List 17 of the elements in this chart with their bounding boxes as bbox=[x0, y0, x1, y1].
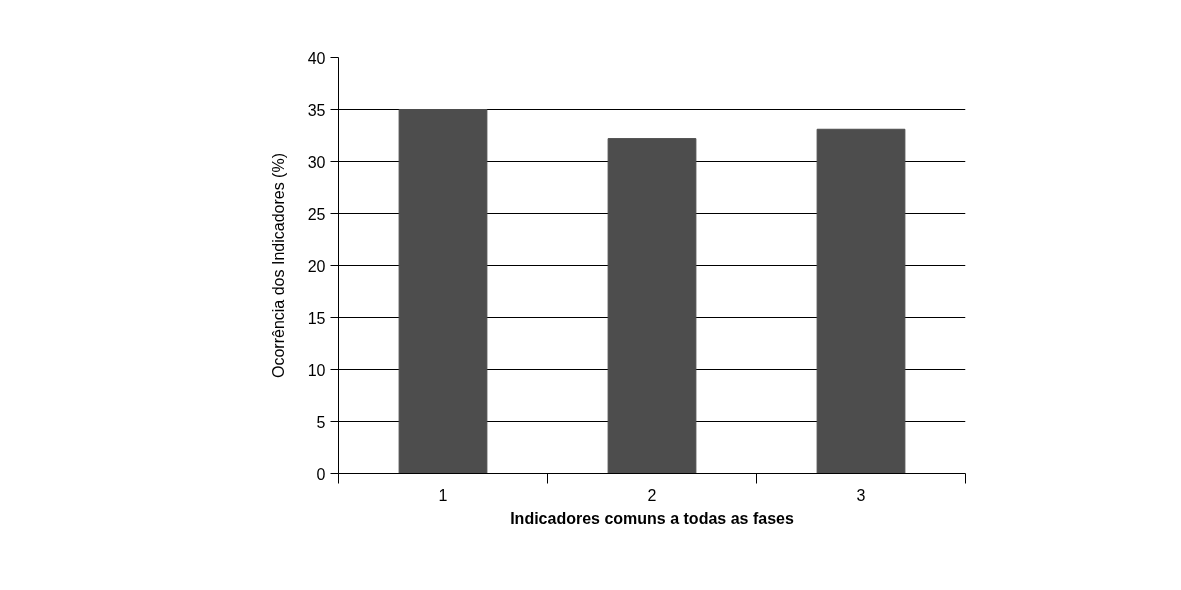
bar bbox=[607, 138, 697, 474]
y-tick-label: 20 bbox=[307, 257, 326, 275]
y-tick-label: 10 bbox=[307, 361, 326, 379]
x-tick-label: 1 bbox=[438, 486, 448, 504]
bar bbox=[398, 109, 488, 474]
y-tick-label: 25 bbox=[307, 205, 326, 223]
bar bbox=[816, 128, 906, 474]
y-tick-label: 40 bbox=[307, 49, 326, 67]
y-tick-label: 5 bbox=[316, 413, 326, 431]
x-tick-label: 3 bbox=[856, 486, 866, 504]
y-tick-label: 0 bbox=[316, 465, 326, 483]
y-tick-label: 15 bbox=[307, 309, 326, 327]
y-tick-label: 35 bbox=[307, 101, 326, 119]
x-axis-title: Indicadores comuns a todas as fases bbox=[510, 509, 794, 527]
y-tick-label: 30 bbox=[307, 153, 326, 171]
y-axis-title: Ocorrência dos Indicadores (%) bbox=[269, 153, 287, 378]
x-tick-label: 2 bbox=[647, 486, 657, 504]
